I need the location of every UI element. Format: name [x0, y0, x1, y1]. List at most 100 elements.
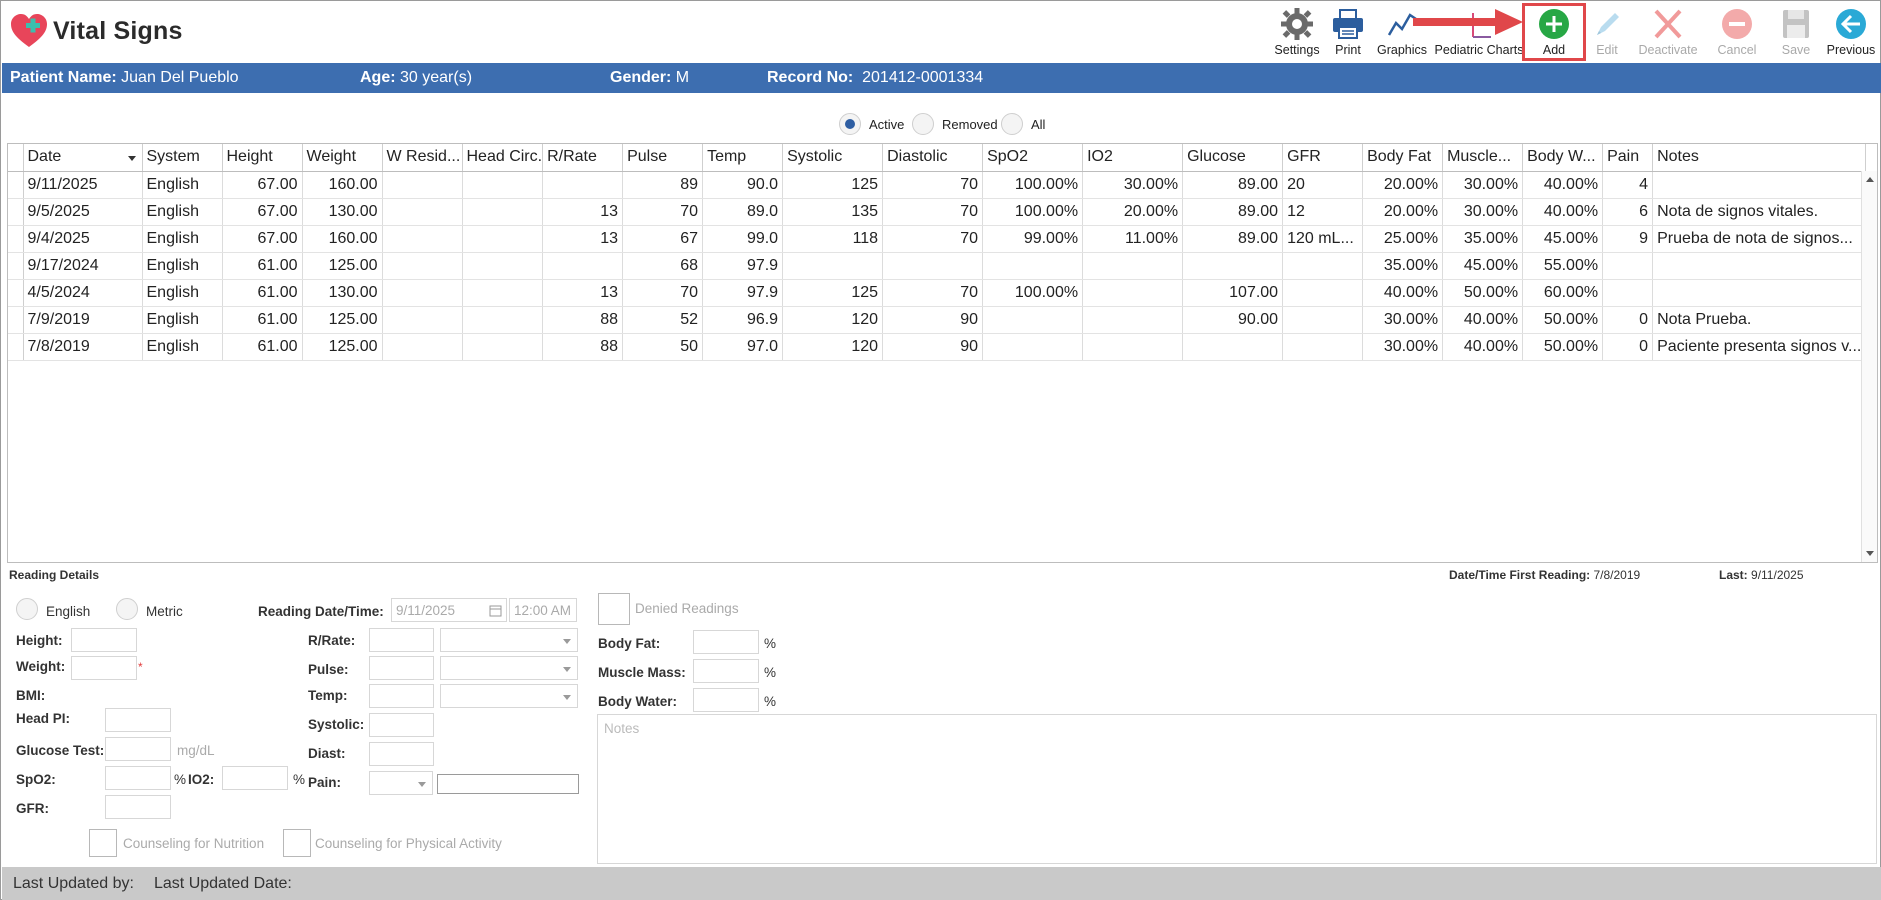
filter-active-label[interactable]: Active — [869, 117, 905, 132]
table-cell[interactable] — [382, 333, 463, 361]
table-cell[interactable]: 52 — [622, 306, 704, 334]
calendar-icon[interactable] — [489, 604, 502, 617]
table-cell[interactable] — [982, 252, 1084, 280]
table-cell[interactable] — [1282, 252, 1364, 280]
table-cell[interactable]: 100.00% — [982, 171, 1084, 199]
pain-select[interactable] — [369, 771, 433, 795]
row-header[interactable] — [8, 333, 24, 361]
counseling-activity-checkbox[interactable] — [283, 829, 311, 857]
table-cell[interactable] — [1082, 306, 1184, 334]
reading-date-input[interactable]: 9/11/2025 — [391, 598, 507, 622]
table-cell[interactable]: 40.00% — [1442, 333, 1524, 361]
table-cell[interactable]: 125.00 — [302, 306, 383, 334]
column-header-gfr[interactable]: GFR — [1282, 144, 1364, 172]
table-cell[interactable]: 40.00% — [1522, 198, 1604, 226]
print-button[interactable]: Print — [1325, 3, 1371, 61]
column-header-w-residual[interactable]: W Resid... — [382, 144, 463, 172]
table-cell[interactable]: 13 — [542, 225, 624, 253]
row-header[interactable] — [8, 252, 24, 280]
table-cell[interactable]: English — [142, 306, 223, 334]
table-cell[interactable]: 118 — [782, 225, 884, 253]
table-cell[interactable]: 97.0 — [702, 333, 784, 361]
column-header-pain[interactable]: Pain — [1602, 144, 1654, 172]
table-cell[interactable] — [1182, 252, 1284, 280]
weight-input[interactable] — [71, 656, 137, 680]
table-cell[interactable]: 9/11/2025 — [23, 171, 143, 199]
table-cell[interactable]: 4 — [1602, 171, 1654, 199]
table-cell[interactable]: 125.00 — [302, 252, 383, 280]
table-cell[interactable]: 89 — [622, 171, 704, 199]
table-cell[interactable]: English — [142, 171, 223, 199]
table-cell[interactable]: 7/8/2019 — [23, 333, 143, 361]
pain-description-input[interactable] — [437, 774, 579, 794]
table-cell[interactable] — [462, 279, 544, 307]
table-cell[interactable] — [462, 333, 544, 361]
table-cell[interactable]: 89.00 — [1182, 225, 1284, 253]
table-cell[interactable]: 61.00 — [222, 279, 303, 307]
table-row[interactable]: 7/9/2019 English 61.00 125.00 88 52 96.9 120 90 9… — [8, 306, 1867, 334]
column-header-spo2[interactable]: SpO2 — [982, 144, 1084, 172]
table-cell[interactable]: 9/17/2024 — [23, 252, 143, 280]
grid-vertical-scrollbar[interactable] — [1861, 171, 1877, 562]
table-cell[interactable]: 67.00 — [222, 198, 303, 226]
table-cell[interactable]: 6 — [1602, 198, 1654, 226]
edit-button[interactable]: Edit — [1587, 3, 1627, 61]
table-row[interactable]: 9/11/2025 English 67.00 160.00 89 90.0 125 70 10… — [8, 171, 1867, 199]
table-cell[interactable] — [382, 198, 463, 226]
metric-label[interactable]: Metric — [146, 604, 183, 619]
table-cell[interactable]: 30.00% — [1442, 198, 1524, 226]
filter-removed-label[interactable]: Removed — [942, 117, 998, 132]
table-cell[interactable] — [382, 306, 463, 334]
table-cell[interactable]: 67.00 — [222, 171, 303, 199]
column-header-muscle-mass[interactable]: Muscle... — [1442, 144, 1524, 172]
r-rate-input[interactable] — [369, 628, 434, 652]
table-cell[interactable] — [1282, 306, 1364, 334]
counseling-nutrition-label[interactable]: Counseling for Nutrition — [123, 836, 265, 851]
gfr-input[interactable] — [105, 795, 171, 819]
table-cell[interactable]: 130.00 — [302, 279, 383, 307]
spo2-input[interactable] — [105, 766, 171, 790]
cancel-button[interactable]: Cancel — [1713, 3, 1761, 61]
denied-readings-label[interactable]: Denied Readings — [635, 601, 739, 616]
head-pi-input[interactable] — [105, 708, 171, 732]
previous-button[interactable]: Previous — [1823, 3, 1879, 61]
column-header-height[interactable]: Height — [222, 144, 303, 172]
column-header-temp[interactable]: Temp — [702, 144, 784, 172]
row-header[interactable] — [8, 306, 24, 334]
table-row[interactable]: 7/8/2019 English 61.00 125.00 88 50 97.0 120 90 3… — [8, 333, 1867, 361]
table-cell[interactable]: 70 — [882, 198, 984, 226]
temp-select[interactable] — [440, 684, 578, 708]
table-cell[interactable]: 160.00 — [302, 225, 383, 253]
table-cell[interactable]: 97.9 — [702, 252, 784, 280]
table-cell[interactable]: 70 — [622, 279, 704, 307]
table-cell[interactable]: 61.00 — [222, 252, 303, 280]
table-cell[interactable]: Nota Prueba. — [1652, 306, 1867, 334]
table-cell[interactable] — [1652, 171, 1867, 199]
body-water-input[interactable] — [693, 688, 759, 712]
table-cell[interactable] — [782, 252, 884, 280]
table-cell[interactable]: 90.0 — [702, 171, 784, 199]
save-button[interactable]: Save — [1773, 3, 1819, 61]
column-header-io2[interactable]: IO2 — [1082, 144, 1184, 172]
column-header-notes[interactable]: Notes — [1652, 144, 1867, 172]
table-cell[interactable]: 125 — [782, 279, 884, 307]
settings-button[interactable]: Settings — [1269, 3, 1325, 61]
table-cell[interactable] — [382, 171, 463, 199]
io2-input[interactable] — [222, 766, 288, 790]
table-cell[interactable]: 4/5/2024 — [23, 279, 143, 307]
table-cell[interactable]: 88 — [542, 306, 624, 334]
table-cell[interactable] — [1652, 252, 1867, 280]
column-header-head-circ[interactable]: Head Circ. — [462, 144, 544, 172]
column-header-glucose[interactable]: Glucose — [1182, 144, 1284, 172]
glucose-test-input[interactable] — [105, 737, 171, 761]
table-cell[interactable]: 88 — [542, 333, 624, 361]
table-cell[interactable]: 100.00% — [982, 198, 1084, 226]
table-cell[interactable]: 97.9 — [702, 279, 784, 307]
table-cell[interactable] — [462, 198, 544, 226]
table-row[interactable]: 9/4/2025 English 67.00 160.00 13 67 99.0 118 70 9… — [8, 225, 1867, 253]
graphics-button[interactable]: Graphics — [1371, 3, 1433, 61]
table-cell[interactable] — [1282, 333, 1364, 361]
filter-active-radio[interactable] — [839, 113, 861, 135]
table-cell[interactable]: 120 mL... — [1282, 225, 1364, 253]
table-cell[interactable] — [462, 306, 544, 334]
